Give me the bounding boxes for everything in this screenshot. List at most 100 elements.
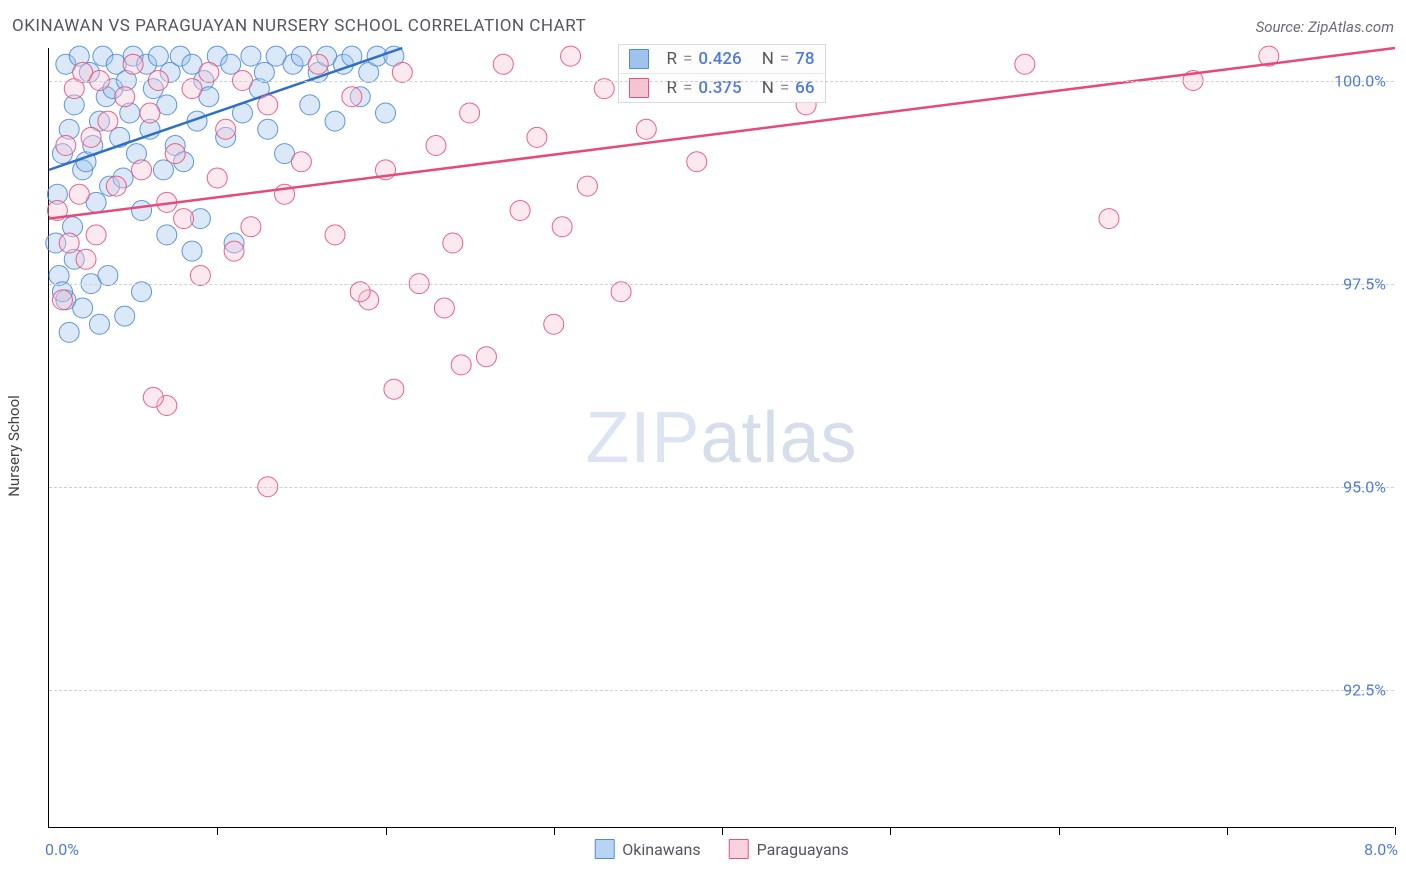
legend-label-okinawans: Okinawans xyxy=(622,840,700,859)
scatter-point xyxy=(115,306,135,326)
scatter-point xyxy=(174,209,194,229)
scatter-point xyxy=(76,249,96,269)
scatter-point xyxy=(165,144,185,164)
legend-swatch-okinawans xyxy=(594,839,614,859)
scatter-point xyxy=(594,79,614,99)
x-tick xyxy=(722,827,723,835)
gridline-h xyxy=(49,81,1394,82)
scatter-point xyxy=(98,111,118,131)
stats-row-paraguayans: R = 0.375 N = 66 xyxy=(618,73,824,102)
scatter-point xyxy=(143,387,163,407)
scatter-point xyxy=(73,298,93,318)
scatter-point xyxy=(258,95,278,115)
legend-label-paraguayans: Paraguayans xyxy=(757,840,849,859)
scatter-point xyxy=(350,282,370,302)
scatter-point xyxy=(510,201,530,221)
scatter-svg xyxy=(49,48,1394,827)
scatter-point xyxy=(157,225,177,245)
gridline-h xyxy=(49,284,1394,285)
scatter-point xyxy=(132,282,152,302)
scatter-point xyxy=(552,217,572,237)
x-tick xyxy=(217,827,218,835)
y-tick-label: 92.5% xyxy=(1343,680,1386,699)
legend-item-paraguayans: Paraguayans xyxy=(729,839,849,859)
scatter-point xyxy=(527,127,547,147)
scatter-point xyxy=(199,62,219,82)
scatter-point xyxy=(611,282,631,302)
scatter-point xyxy=(476,347,496,367)
source-label: Source: ZipAtlas.com xyxy=(1256,18,1394,36)
scatter-point xyxy=(443,233,463,253)
scatter-point xyxy=(207,168,227,188)
x-tick-label-min: 0.0% xyxy=(45,840,79,859)
scatter-point xyxy=(241,46,261,66)
scatter-point xyxy=(308,54,328,74)
scatter-point xyxy=(325,111,345,131)
scatter-point xyxy=(426,136,446,156)
stat-n-okinawans: 78 xyxy=(795,49,814,69)
scatter-point xyxy=(216,119,236,139)
scatter-point xyxy=(81,127,101,147)
scatter-point xyxy=(132,201,152,221)
scatter-point xyxy=(115,87,135,107)
legend-swatch-paraguayans xyxy=(729,839,749,859)
scatter-point xyxy=(451,355,471,375)
scatter-point xyxy=(98,266,118,286)
scatter-point xyxy=(544,314,564,334)
scatter-point xyxy=(224,241,244,261)
scatter-point xyxy=(376,103,396,123)
scatter-point xyxy=(291,152,311,172)
chart-title: OKINAWAN VS PARAGUAYAN NURSERY SCHOOL CO… xyxy=(12,16,586,36)
scatter-point xyxy=(140,103,160,123)
y-tick-label: 100.0% xyxy=(1334,71,1386,90)
scatter-point xyxy=(1099,209,1119,229)
scatter-point xyxy=(56,136,76,156)
scatter-point xyxy=(636,119,656,139)
x-tick xyxy=(386,827,387,835)
gridline-h xyxy=(49,487,1394,488)
scatter-point xyxy=(106,176,126,196)
x-tick xyxy=(554,827,555,835)
scatter-point xyxy=(577,176,597,196)
scatter-point xyxy=(325,225,345,245)
scatter-point xyxy=(460,103,480,123)
scatter-point xyxy=(190,266,210,286)
legend-item-okinawans: Okinawans xyxy=(594,839,700,859)
scatter-point xyxy=(59,233,79,253)
x-tick xyxy=(1059,827,1060,835)
scatter-point xyxy=(52,290,72,310)
scatter-point xyxy=(1015,54,1035,74)
swatch-okinawans xyxy=(628,49,648,69)
scatter-point xyxy=(384,379,404,399)
x-tick xyxy=(1395,827,1396,835)
x-tick xyxy=(890,827,891,835)
stats-legend-box: R = 0.426 N = 78 R = 0.375 N = 66 xyxy=(617,44,825,103)
scatter-point xyxy=(687,152,707,172)
scatter-point xyxy=(392,62,412,82)
x-tick xyxy=(1227,827,1228,835)
scatter-point xyxy=(493,54,513,74)
scatter-point xyxy=(132,160,152,180)
scatter-point xyxy=(300,95,320,115)
stats-row-okinawans: R = 0.426 N = 78 xyxy=(618,45,824,73)
x-tick-label-max: 8.0% xyxy=(1364,840,1398,859)
plot-area: ZIPatlas R = 0.426 N = 78 R = 0.375 N = … xyxy=(48,48,1394,828)
gridline-h xyxy=(49,690,1394,691)
scatter-point xyxy=(182,79,202,99)
scatter-point xyxy=(89,314,109,334)
y-tick-label: 95.0% xyxy=(1343,477,1386,496)
scatter-point xyxy=(342,87,362,107)
scatter-point xyxy=(86,225,106,245)
scatter-point xyxy=(434,298,454,318)
scatter-point xyxy=(59,322,79,342)
scatter-point xyxy=(561,46,581,66)
scatter-point xyxy=(123,54,143,74)
y-tick-label: 97.5% xyxy=(1343,274,1386,293)
stat-r-okinawans: 0.426 xyxy=(698,49,741,69)
scatter-point xyxy=(241,217,261,237)
scatter-point xyxy=(258,119,278,139)
y-axis-label: Nursery School xyxy=(5,395,23,497)
scatter-point xyxy=(69,184,89,204)
bottom-legend: Okinawans Paraguayans xyxy=(594,839,849,859)
scatter-point xyxy=(182,241,202,261)
